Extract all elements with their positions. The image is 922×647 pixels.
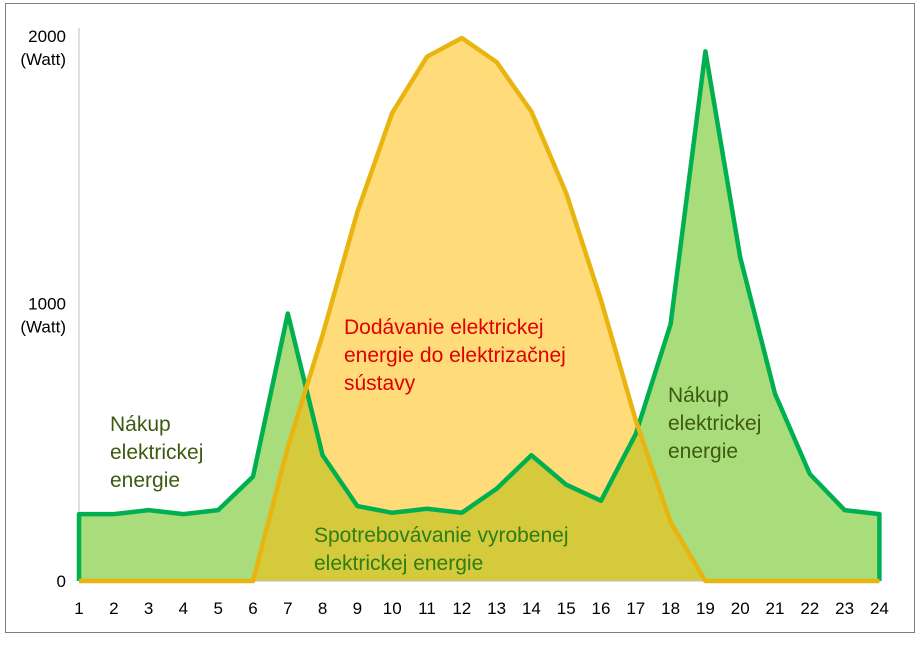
x-tick-label: 15 [557,599,576,618]
x-tick-label: 22 [800,599,819,618]
x-tick-label: 18 [661,599,680,618]
x-tick-label: 5 [213,599,222,618]
x-tick-label: 4 [179,599,188,618]
consumption-line [76,49,882,581]
x-tick-label: 2 [109,599,118,618]
x-tick-label: 14 [522,599,541,618]
annotation-grid-supply: Dodávanie elektrickej energie do elektriz… [344,316,566,395]
x-tick-label: 16 [592,599,611,618]
x-tick-label: 12 [452,599,471,618]
annotation-left-purchase: Nákup elektrickej energie [110,413,203,492]
x-tick-label: 23 [835,599,854,618]
x-tick-labels: 1 2 3 4 5 6 7 8 9 10 11 12 13 14 15 16 17 18 19 20 21 22 23 24 [74,599,889,618]
x-tick-label: 10 [383,599,402,618]
x-tick-label: 13 [487,599,506,618]
x-tick-label: 17 [626,599,645,618]
y-tick-label: 1000 (Watt) [20,295,66,337]
y-tick-labels: 0 1000 (Watt) 2000 (Watt) [20,27,66,591]
chart-lines [76,35,882,584]
chart-areas [79,37,880,582]
production-area [79,37,880,582]
x-tick-label: 21 [766,599,785,618]
y-tick-label: 2000 (Watt) [20,27,66,69]
x-tick-label: 19 [696,599,715,618]
chart-annotations: Nákup elektrickej energie Nákup elektrickej e… [110,316,761,575]
x-tick-label: 9 [353,599,362,618]
x-tick-label: 8 [318,599,327,618]
x-tick-label: 20 [731,599,750,618]
x-tick-label: 6 [248,599,257,618]
x-tick-label: 24 [870,599,889,618]
x-tick-label: 7 [283,599,292,618]
annotation-right-purchase: Nákup elektrickej energie [668,384,761,463]
x-tick-label: 11 [418,599,436,618]
consumption-area [79,51,880,582]
y-tick-label: 0 [57,572,66,591]
annotation-self-consumption: Spotrebovávanie vyrobenej elektrickej ene… [314,524,569,575]
production-line [79,35,880,584]
x-tick-label: 3 [144,599,153,618]
x-tick-label: 1 [74,599,83,618]
